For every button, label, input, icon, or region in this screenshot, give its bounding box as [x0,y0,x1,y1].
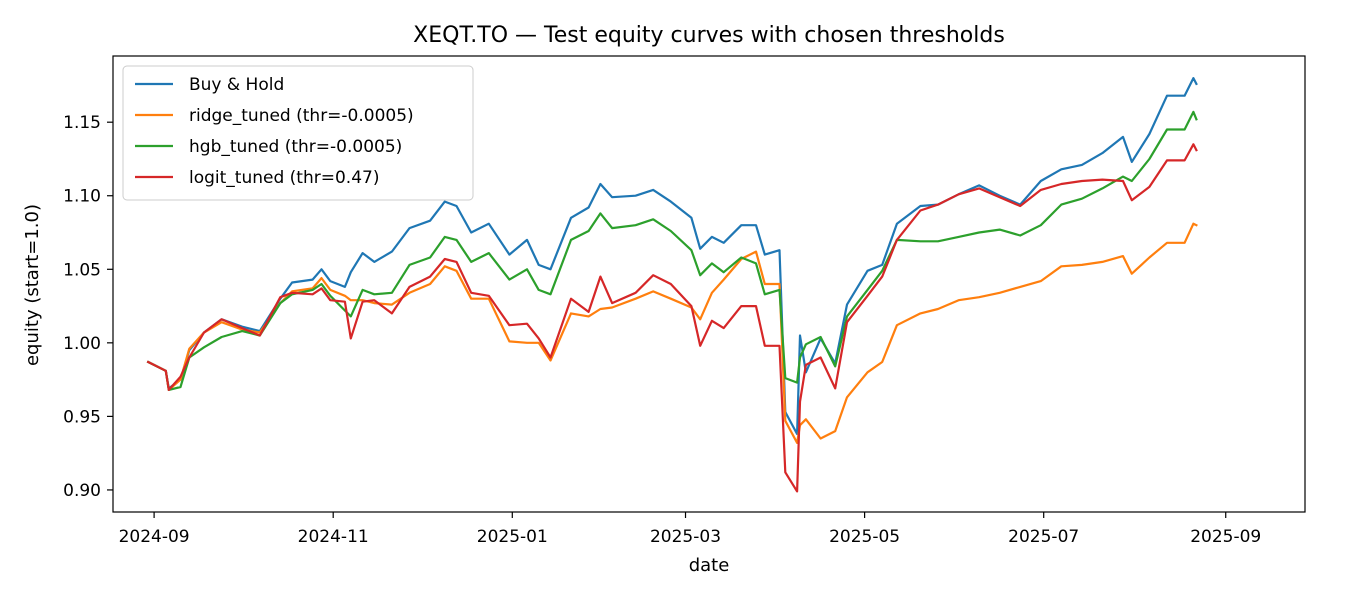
plot-frame [112,55,1306,513]
x-axis-label: date [689,555,730,576]
y-tick-label: 1.05 [63,260,101,280]
series-line-2 [146,110,1198,391]
series-line-1 [146,222,1198,444]
y-tick-label: 1.15 [63,113,101,133]
legend-label: ridge_tuned (thr=-0.0005) [189,106,414,126]
legend-label: hgb_tuned (thr=-0.0005) [189,137,402,157]
x-tick-label: 2025-05 [829,527,900,547]
series-line-3 [146,143,1198,493]
x-tick-label: 2024-11 [298,527,369,547]
y-tick-label: 1.10 [63,187,101,207]
legend: Buy & Hold ridge_tuned (thr=-0.0005) hgb_t… [122,65,474,201]
y-tick-label: 0.95 [63,407,101,427]
y-axis-label: equity (start=1.0) [22,204,43,366]
chart-title: XEQT.TO — Test equity curves with chosen… [413,23,1005,48]
axes: 2024-09 2024-11 2025-01 2025-03 2025-05 2025-… [63,55,1306,547]
x-tick-label: 2025-01 [477,527,548,547]
y-tick-label: 0.90 [63,481,101,501]
series-line-0 [146,76,1198,436]
y-tick-label: 1.00 [63,334,101,354]
plot-area [146,76,1198,493]
legend-box [122,65,474,201]
x-tick-label: 2025-09 [1190,527,1261,547]
x-tick-label: 2024-09 [119,527,190,547]
x-tick-label: 2025-07 [1008,527,1079,547]
legend-label: logit_tuned (thr=0.47) [189,168,379,188]
x-tick-label: 2025-03 [650,527,721,547]
legend-label: Buy & Hold [189,75,284,95]
